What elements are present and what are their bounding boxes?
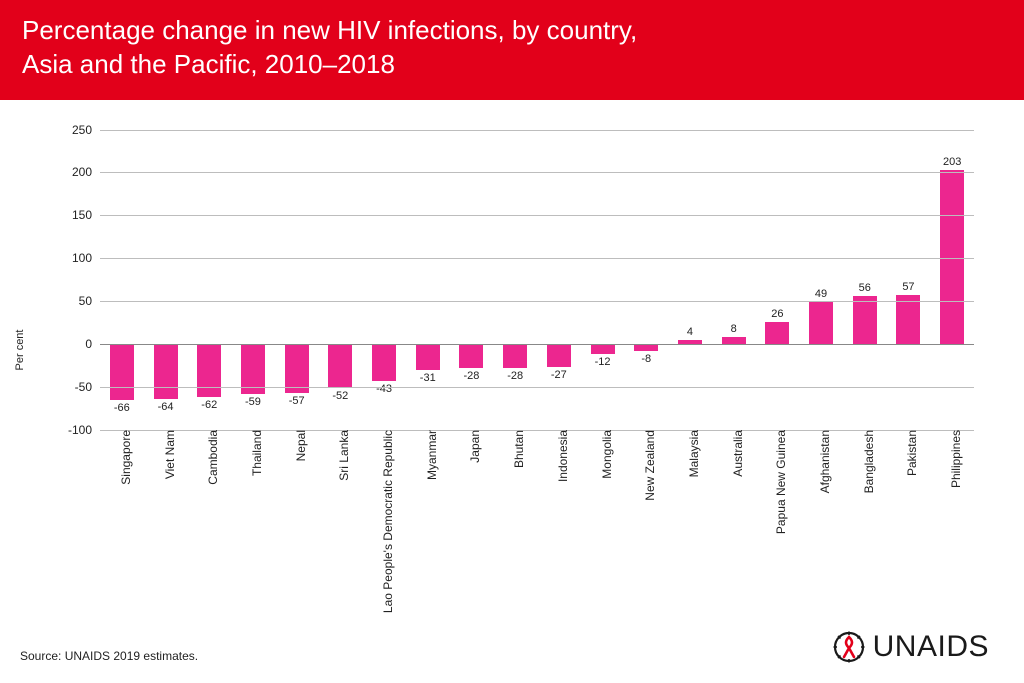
bar-value-label: 49	[815, 288, 827, 300]
gridline	[100, 301, 974, 302]
x-category-label: Bangladesh	[860, 430, 876, 493]
bar-value-label: 203	[943, 156, 961, 168]
bar-value-label: -62	[201, 399, 217, 411]
y-tick-label: 100	[72, 251, 92, 265]
bar	[634, 344, 658, 351]
y-axis-label: Per cent	[14, 329, 26, 370]
bar-value-label: -12	[595, 356, 611, 368]
x-category-label: Nepal	[292, 430, 308, 461]
bar-chart: Per cent -66-64-62-59-57-52-43-31-28-28-…	[60, 130, 994, 570]
y-tick-label: 50	[79, 294, 92, 308]
bar-value-label: -57	[289, 395, 305, 407]
bar-value-label: -28	[463, 370, 479, 382]
bars-layer: -66 -64 -62 -59 -57 -52 -43 -31 -28 -28 -27 -12 -8 4 8…	[100, 130, 974, 430]
bar	[328, 344, 352, 389]
y-tick-label: 0	[85, 337, 92, 351]
bar	[459, 344, 483, 368]
bar	[722, 337, 746, 344]
y-tick-label: 150	[72, 208, 92, 222]
bar-value-label: 57	[902, 281, 914, 293]
bar-value-label: -8	[641, 353, 651, 365]
gridline	[100, 387, 974, 388]
gridline	[100, 258, 974, 259]
bar	[416, 344, 440, 371]
x-category-label: Myanmar	[423, 430, 439, 480]
bar	[372, 344, 396, 381]
x-category-label: Papua New Guinea	[772, 430, 788, 534]
unaids-logo: UNAIDS	[831, 629, 989, 665]
bar-value-label: -27	[551, 369, 567, 381]
plot-area: -66 -64 -62 -59 -57 -52 -43 -31 -28 -28 -27 -12 -8 4 8…	[100, 130, 974, 430]
x-category-label: Singapore	[117, 430, 133, 485]
bar	[110, 344, 134, 401]
page-title: Percentage change in new HIV infections,…	[22, 14, 1002, 82]
x-category-label: New Zealand	[641, 430, 657, 501]
ribbon-icon	[831, 629, 867, 665]
x-category-label: Philippines	[947, 430, 963, 488]
logo-text: UNAIDS	[873, 630, 989, 664]
gridline	[100, 430, 974, 431]
bar	[547, 344, 571, 367]
bar	[896, 295, 920, 344]
x-category-label: Pakistan	[903, 430, 919, 476]
x-category-label: Thailand	[248, 430, 264, 476]
x-category-label: Malaysia	[685, 430, 701, 477]
bar-value-label: -28	[507, 370, 523, 382]
gridline	[100, 215, 974, 216]
x-category-label: Mongolia	[598, 430, 614, 479]
bar	[809, 302, 833, 344]
bar	[853, 296, 877, 344]
bar-value-label: -64	[158, 401, 174, 413]
bar-value-label: -43	[376, 383, 392, 395]
bar	[591, 344, 615, 354]
x-category-label: Viet Nam	[161, 430, 177, 479]
bar-value-label: 4	[687, 326, 693, 338]
x-category-label: Cambodia	[204, 430, 220, 485]
x-category-label: Indonesia	[554, 430, 570, 482]
bar	[154, 344, 178, 399]
x-category-label: Lao People's Democratic Republic	[379, 430, 395, 613]
y-tick-label: -50	[75, 380, 92, 394]
bar-value-label: 8	[731, 323, 737, 335]
gridline	[100, 172, 974, 173]
bar-value-label: 56	[859, 282, 871, 294]
source-footer: Source: UNAIDS 2019 estimates.	[20, 649, 198, 663]
y-tick-label: 200	[72, 165, 92, 179]
x-category-label: Japan	[466, 430, 482, 463]
bar-value-label: -31	[420, 372, 436, 384]
bar-value-label: -59	[245, 396, 261, 408]
y-tick-label: 250	[72, 123, 92, 137]
bar	[285, 344, 309, 393]
bar	[940, 170, 964, 344]
bar	[197, 344, 221, 397]
bar	[765, 322, 789, 344]
bar-value-label: -52	[332, 390, 348, 402]
header-banner: Percentage change in new HIV infections,…	[0, 0, 1024, 100]
bar	[503, 344, 527, 368]
x-category-label: Bhutan	[510, 430, 526, 468]
x-category-label: Australia	[729, 430, 745, 477]
gridline	[100, 344, 974, 345]
x-category-label: Sri Lanka	[335, 430, 351, 481]
bar-value-label: 26	[771, 308, 783, 320]
x-category-label: Afghanistan	[816, 430, 832, 493]
y-tick-label: -100	[68, 423, 92, 437]
bar-value-label: -66	[114, 402, 130, 414]
gridline	[100, 130, 974, 131]
